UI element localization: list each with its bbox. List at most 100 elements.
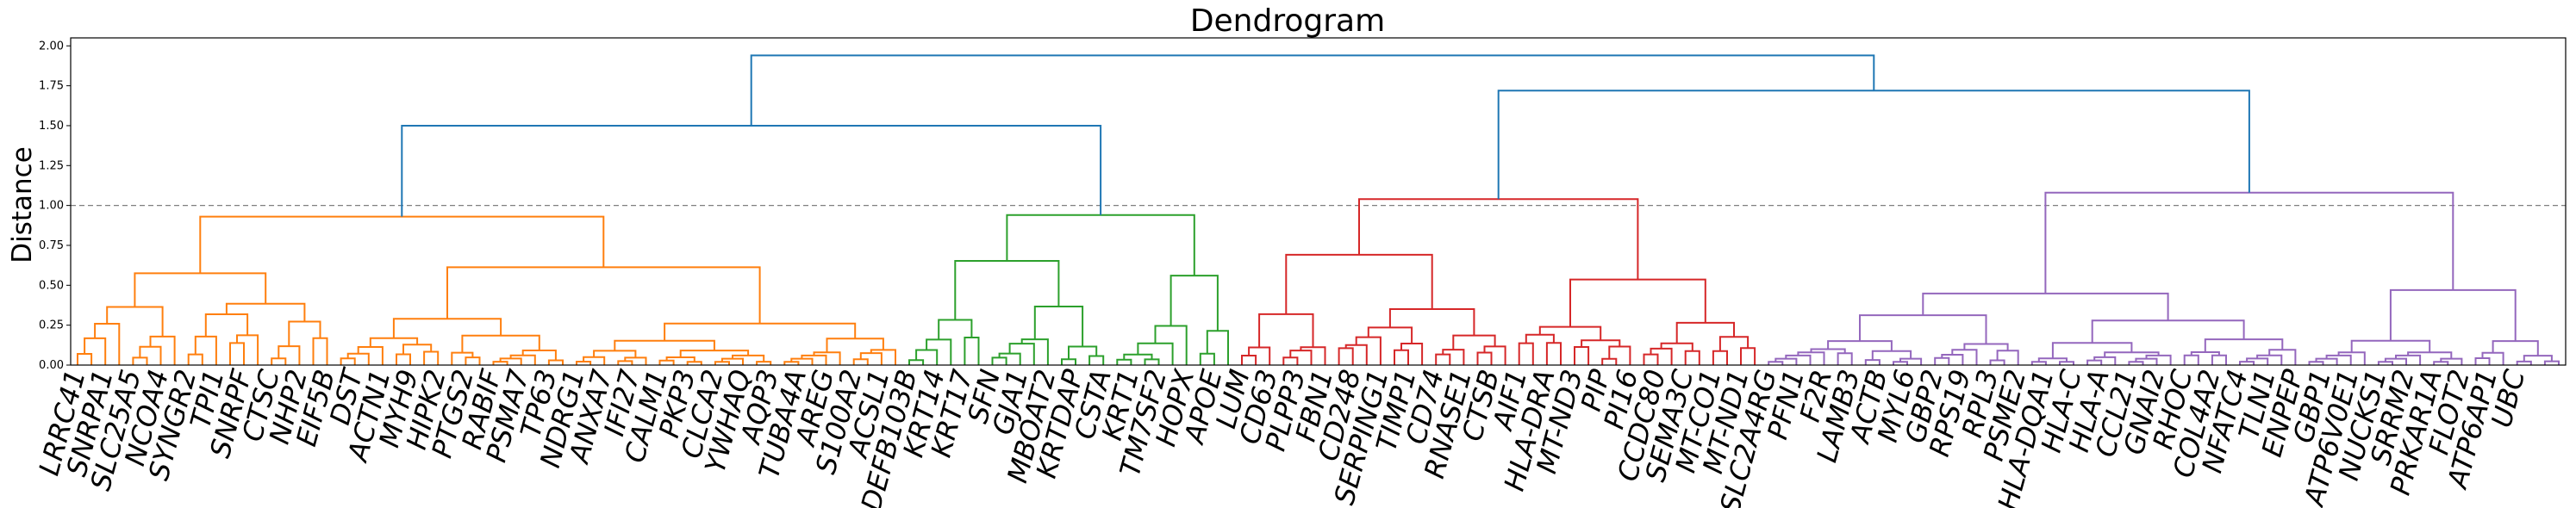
dendrogram-link [204,313,249,337]
dendrogram-link [998,352,1021,365]
dendrogram-link [1712,350,1728,365]
dendrogram-link [852,358,869,365]
dendrogram-link [2325,354,2352,365]
y-tick-label: 1.00 [39,200,64,213]
dendrogram-link [1525,333,1555,344]
dendrogram-link [229,342,245,365]
y-tick-label: 0.25 [39,319,64,332]
dendrogram-link [2350,339,2431,353]
dendrogram-link [1684,350,1700,365]
dendrogram-link [465,356,481,365]
dendrogram-link [2145,354,2172,365]
dendrogram-link [134,272,267,307]
dendrogram-link [1154,325,1188,365]
dendrogram-link [1497,90,2250,200]
dendrogram-link [1088,355,1105,365]
y-axis-label: Distance [7,146,38,263]
dendrogram-link [1785,354,1812,365]
dendrogram-link [1285,253,1433,314]
dendrogram-link [236,334,259,365]
dendrogram-link [1934,356,1950,365]
y-tick-label: 1.75 [39,80,64,93]
dendrogram-link [908,359,925,365]
dendrogram-link [801,354,827,365]
dendrogram-link [1941,354,1964,365]
dendrogram-link [1061,358,1076,365]
dendrogram-link [614,339,715,351]
y-tick-label: 0.50 [39,279,64,292]
dendrogram-link [77,353,93,365]
dendrogram-link [288,320,321,347]
dendrogram-link [199,215,605,274]
dendrogram-link [617,360,633,365]
dendrogram-link [187,353,203,365]
dendrogram-link [1989,359,2005,365]
dendrogram-link [1574,346,1590,365]
dendrogram-link [915,349,939,365]
dendrogram-link [1837,352,1853,365]
dendrogram-link [1675,321,1735,344]
dendrogram-link [1608,345,1631,365]
dendrogram-link [750,54,1875,126]
dendrogram-link [1864,359,1881,365]
dendrogram-link [94,323,121,365]
dendrogram-link [451,351,474,365]
dendrogram-link [2516,360,2532,365]
dendrogram-link [658,359,675,365]
dendrogram-link [2086,359,2103,365]
dendrogram-link [2256,354,2283,365]
dendrogram-link [964,337,980,365]
dendrogram-link [271,357,287,365]
dendrogram-link [954,260,1060,320]
dendrogram-link [1206,330,1229,365]
dendrogram-link [1355,336,1382,365]
dendrogram-link [2183,354,2199,365]
dendrogram-link [278,345,301,365]
dendrogram-link [1033,306,1084,347]
dendrogram-link [423,350,440,365]
dendrogram-link [2543,360,2560,365]
dendrogram-link [2395,354,2422,365]
dendrogram-link [396,353,411,365]
dendrogram-link [1951,349,1978,365]
dendrogram-link [1116,358,1132,365]
dendrogram-link [340,357,356,365]
dendrogram-link [1258,313,1314,348]
dendrogram-link [1922,292,2169,321]
dendrogram-link [106,306,164,337]
dendrogram-link [2389,288,2517,342]
dendrogram-link [1483,345,1506,365]
dendrogram-link [991,356,1007,365]
dendrogram-link [1442,349,1465,365]
dendrogram-link [2044,191,2454,294]
dendrogram-link [1601,357,1618,365]
dendrogram-link [369,337,419,347]
dendrogram-link [2211,354,2227,365]
dendrogram-link [1518,342,1534,365]
y-tick-label: 1.50 [39,120,64,133]
dendrogram-link [1144,358,1160,365]
y-tick-label: 1.25 [39,159,64,172]
dendrogram-link [1282,356,1299,365]
chart-title: Dendrogram [1190,3,1385,39]
dendrogram-link [1569,278,1706,327]
dendrogram-link [312,337,328,365]
dendrogram-link [149,335,176,365]
dendrogram-link [346,352,370,365]
dendrogram-link [1545,342,1562,365]
y-tick-label: 0.00 [39,359,64,372]
axes: 0.00 0.25 0.50 0.75 1.00 1.25 1.50 1.75 2.00 [39,37,2567,372]
dendrogram-link [1199,352,1215,365]
dendrogram-link [1650,347,1673,365]
dendrogram-link [1169,275,1219,331]
dendrogram-link [1740,347,1756,365]
dendrogram-link [446,266,761,324]
dendrogram-link [1859,314,1987,344]
dendrogram-link [2474,357,2491,365]
dendrogram-link [1068,345,1098,360]
dendrogram-link [225,302,306,322]
dendrogram-link [1435,353,1451,365]
dendrogram-link [547,359,564,365]
dendrogram-link [1338,347,1354,365]
